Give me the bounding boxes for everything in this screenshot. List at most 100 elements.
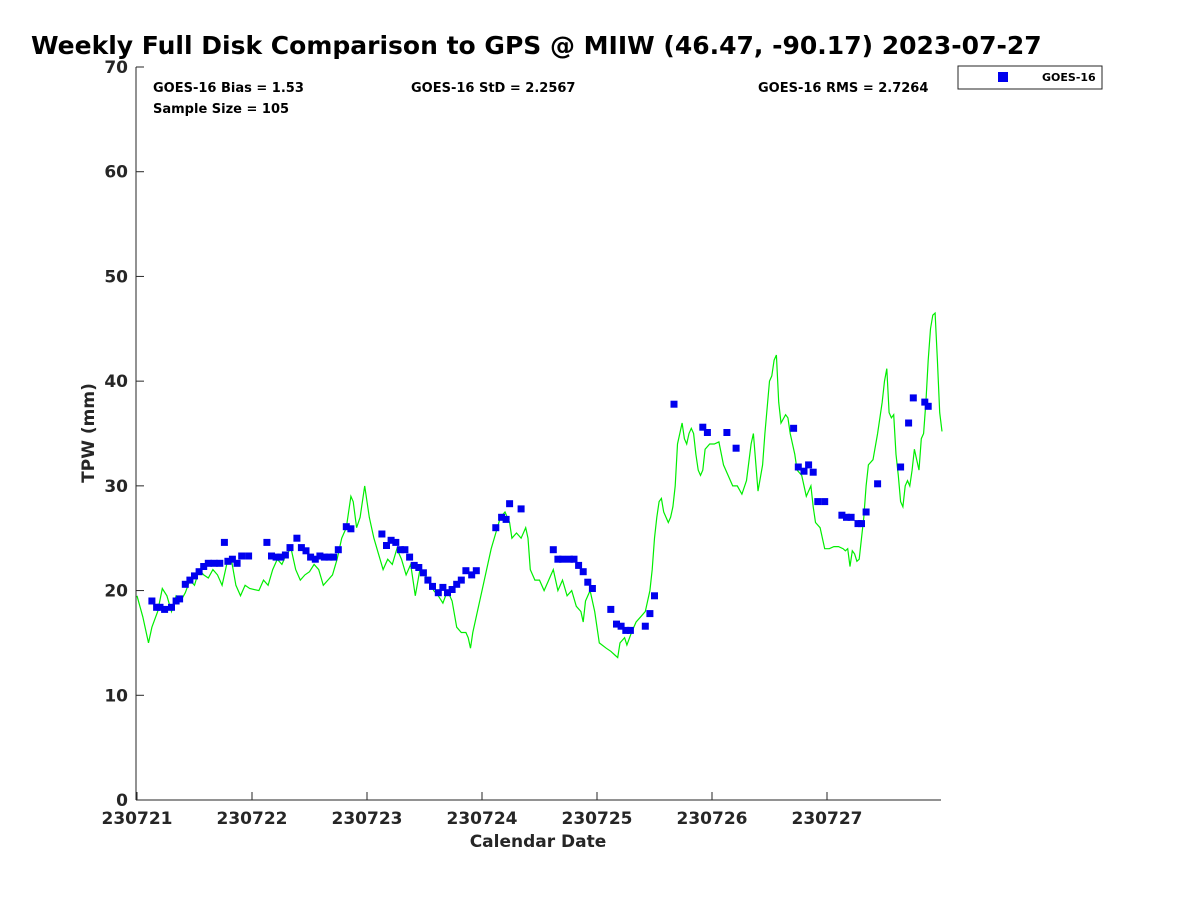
goes-16-point [444,589,451,597]
goes-16-point [419,569,427,577]
goes-16-point [220,538,228,546]
goes-16-point [228,555,236,563]
goes-16-point [905,419,913,427]
y-tick-label: 20 [104,582,128,602]
x-tick-label: 230721 [102,809,173,829]
goes-16-point [800,467,808,475]
goes-16-point [392,538,400,546]
goes-16-point [342,523,350,531]
goes-16-point [387,536,395,544]
goes-16-point [311,555,319,563]
goes-16-point [579,568,587,576]
goes-16-point [434,589,442,597]
goes-16-point [909,394,917,402]
bias-stat: GOES-16 Bias = 1.53 [153,81,304,96]
goes-16-point [732,444,740,452]
y-tick-label: 30 [104,477,128,497]
goes-16-point [584,578,592,586]
goes-16-point [723,429,731,436]
goes-16-point [204,559,212,567]
std-stat: GOES-16 StD = 2.2567 [411,81,575,96]
goes-16-point [439,583,447,591]
goes-16-point [216,559,224,567]
goes-16-point [570,555,578,563]
goes-16-point [176,595,184,603]
goes-16-point [378,530,386,538]
goes-16-point [498,513,506,521]
goes-16-point [814,498,822,506]
goes-16-point [272,553,280,561]
goes-16-point [575,561,583,569]
legend: GOES-16 [957,65,1103,90]
legend-box [957,65,1103,90]
x-tick-label: 230726 [677,809,748,829]
goes-16-point [517,505,525,513]
goes-16-point [320,553,328,561]
y-tick-label: 70 [104,58,128,78]
goes-16-point [821,498,829,506]
goes-16-point [468,571,476,579]
goes-16-point [453,580,461,588]
goes-16-point [233,559,241,567]
goes-16-point [297,544,305,552]
goes-16-point [210,559,218,567]
goes-16-point [415,564,423,571]
goes-16-point [448,586,456,593]
goes-16-point [186,576,194,584]
goes-16-point [195,568,203,576]
goes-16-point [549,546,557,554]
goes-16-point [506,500,514,508]
goes-16-point [651,592,658,600]
legend-label-goes-16: GOES-16 [1042,71,1096,84]
goes-16-point [502,515,510,523]
goes-16-point [224,557,232,565]
goes-16-point [406,553,414,561]
goes-16-point [847,513,855,521]
x-tick-label: 230727 [792,809,863,829]
goes-16-point [805,461,813,469]
goes-16-point [809,468,817,476]
goes-16-point [181,580,189,588]
legend-marker-goes-16 [998,72,1008,82]
goes-16-series [148,394,932,634]
goes-16-point [383,542,390,549]
x-axis-label: Calendar Date [470,832,607,852]
rms-stat: GOES-16 RMS = 2.7264 [758,81,928,96]
x-tick-label: 230723 [332,809,403,829]
goes-16-point [462,567,470,575]
goes-16-point [646,610,654,618]
gps-series-line [136,311,943,659]
goes-16-point [277,553,285,561]
goes-16-point [492,524,500,532]
x-tick-label: 230724 [447,809,518,829]
goes-16-point [396,546,404,554]
goes-16-point [293,534,301,542]
goes-16-point [325,553,333,561]
goes-16-point [862,508,870,516]
goes-16-point [168,603,175,611]
y-axis-label: TPW (mm) [79,383,99,483]
sample-size-stat: Sample Size = 105 [153,102,289,117]
chart-title: Weekly Full Disk Comparison to GPS @ MII… [31,31,1042,60]
goes-16-point [613,620,620,628]
goes-16-point [843,513,850,521]
goes-16-point [161,605,169,613]
y-tick-label: 40 [104,372,128,392]
x-axis: 230721 230722 230723 230724 230725 230726 2307… [102,792,863,829]
x-tick-label: 230722 [217,809,288,829]
goes-16-point [607,605,615,613]
goes-16-point [559,555,566,563]
goes-16-point [316,552,324,560]
goes-16-point [626,626,634,634]
goes-16-point [874,480,882,488]
goes-16-point [588,585,596,592]
goes-16-point [790,424,798,432]
goes-16-point [794,463,802,471]
goes-16-point [838,511,846,519]
goes-16-point [858,520,865,528]
goes-16-point [200,563,208,570]
goes-16-point [191,572,198,580]
goes-16-point [554,555,562,563]
goes-16-point [457,576,465,584]
